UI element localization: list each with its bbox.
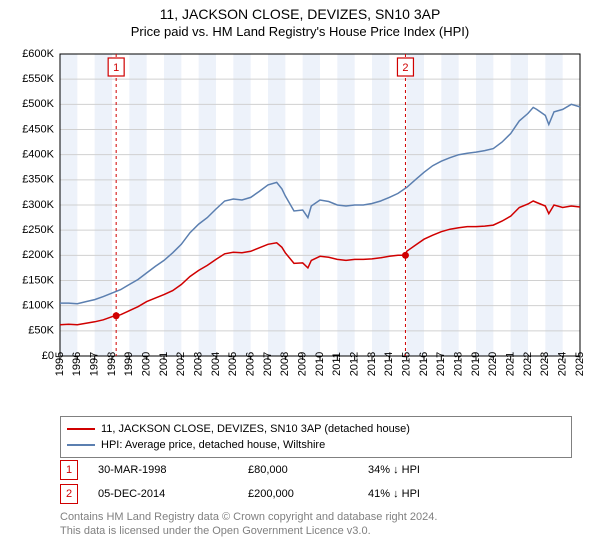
title-sub: Price paid vs. HM Land Registry's House …: [0, 22, 600, 39]
sale-vs-hpi: 41% ↓ HPI: [368, 488, 420, 500]
svg-text:2008: 2008: [279, 352, 291, 376]
svg-text:2019: 2019: [470, 352, 482, 376]
table-row: 1 30-MAR-1998 £80,000 34% ↓ HPI: [60, 458, 572, 482]
svg-text:2025: 2025: [574, 352, 586, 376]
svg-text:2022: 2022: [522, 352, 534, 376]
title-address: 11, JACKSON CLOSE, DEVIZES, SN10 3AP: [0, 6, 600, 22]
svg-text:£350K: £350K: [22, 174, 54, 186]
svg-text:2012: 2012: [349, 352, 361, 376]
svg-text:2014: 2014: [383, 352, 395, 376]
svg-text:2023: 2023: [539, 352, 551, 376]
svg-text:1: 1: [113, 62, 119, 74]
svg-text:£200K: £200K: [22, 249, 54, 261]
svg-text:2005: 2005: [227, 352, 239, 376]
svg-text:2013: 2013: [366, 352, 378, 376]
footer-line: This data is licensed under the Open Gov…: [60, 524, 580, 538]
svg-text:2000: 2000: [141, 352, 153, 376]
table-row: 2 05-DEC-2014 £200,000 41% ↓ HPI: [60, 482, 572, 506]
svg-text:£50K: £50K: [28, 325, 54, 337]
svg-text:£150K: £150K: [22, 274, 54, 286]
page-root: 11, JACKSON CLOSE, DEVIZES, SN10 3AP Pri…: [0, 0, 600, 560]
footer: Contains HM Land Registry data © Crown c…: [60, 510, 580, 538]
svg-text:2015: 2015: [401, 352, 413, 376]
legend-label: HPI: Average price, detached house, Wilt…: [101, 437, 325, 453]
svg-text:£100K: £100K: [22, 300, 54, 312]
svg-text:1995: 1995: [54, 352, 66, 376]
svg-text:1999: 1999: [123, 352, 135, 376]
svg-text:£0: £0: [42, 350, 54, 362]
legend: 11, JACKSON CLOSE, DEVIZES, SN10 3AP (de…: [60, 416, 572, 458]
svg-text:2001: 2001: [158, 352, 170, 376]
svg-text:2007: 2007: [262, 352, 274, 376]
svg-text:£250K: £250K: [22, 224, 54, 236]
sale-date: 05-DEC-2014: [98, 488, 248, 500]
legend-item: 11, JACKSON CLOSE, DEVIZES, SN10 3AP (de…: [67, 421, 565, 437]
sales-table: 1 30-MAR-1998 £80,000 34% ↓ HPI 2 05-DEC…: [60, 458, 572, 506]
legend-item: HPI: Average price, detached house, Wilt…: [67, 437, 565, 453]
chart-svg: £0 £50K £100K £150K £200K £250K £300K £350K £400…: [12, 46, 588, 396]
legend-swatch: [67, 444, 95, 446]
svg-text:1996: 1996: [71, 352, 83, 376]
sale-price: £200,000: [248, 488, 368, 500]
sale-vs-hpi: 34% ↓ HPI: [368, 464, 420, 476]
svg-text:£600K: £600K: [22, 48, 54, 60]
svg-text:2006: 2006: [245, 352, 257, 376]
svg-text:2020: 2020: [487, 352, 499, 376]
svg-text:2024: 2024: [557, 352, 569, 376]
svg-text:2017: 2017: [435, 352, 447, 376]
legend-label: 11, JACKSON CLOSE, DEVIZES, SN10 3AP (de…: [101, 421, 410, 437]
svg-text:2016: 2016: [418, 352, 430, 376]
svg-text:2018: 2018: [453, 352, 465, 376]
chart: £0 £50K £100K £150K £200K £250K £300K £350K £400…: [12, 46, 588, 396]
footer-line: Contains HM Land Registry data © Crown c…: [60, 510, 580, 524]
svg-text:£300K: £300K: [22, 199, 54, 211]
svg-text:2010: 2010: [314, 352, 326, 376]
svg-text:2003: 2003: [193, 352, 205, 376]
svg-text:1997: 1997: [89, 352, 101, 376]
svg-text:2011: 2011: [331, 352, 343, 376]
svg-text:£400K: £400K: [22, 149, 54, 161]
svg-text:£500K: £500K: [22, 98, 54, 110]
svg-text:2: 2: [402, 62, 408, 74]
sale-badge: 2: [60, 484, 78, 504]
legend-swatch: [67, 428, 95, 430]
sale-date: 30-MAR-1998: [98, 464, 248, 476]
sale-price: £80,000: [248, 464, 368, 476]
svg-text:2004: 2004: [210, 352, 222, 376]
svg-text:2009: 2009: [297, 352, 309, 376]
sale-badge: 1: [60, 460, 78, 480]
svg-text:£450K: £450K: [22, 123, 54, 135]
svg-text:2002: 2002: [175, 352, 187, 376]
svg-text:£550K: £550K: [22, 73, 54, 85]
titles: 11, JACKSON CLOSE, DEVIZES, SN10 3AP Pri…: [0, 0, 600, 39]
svg-text:2021: 2021: [505, 352, 517, 376]
